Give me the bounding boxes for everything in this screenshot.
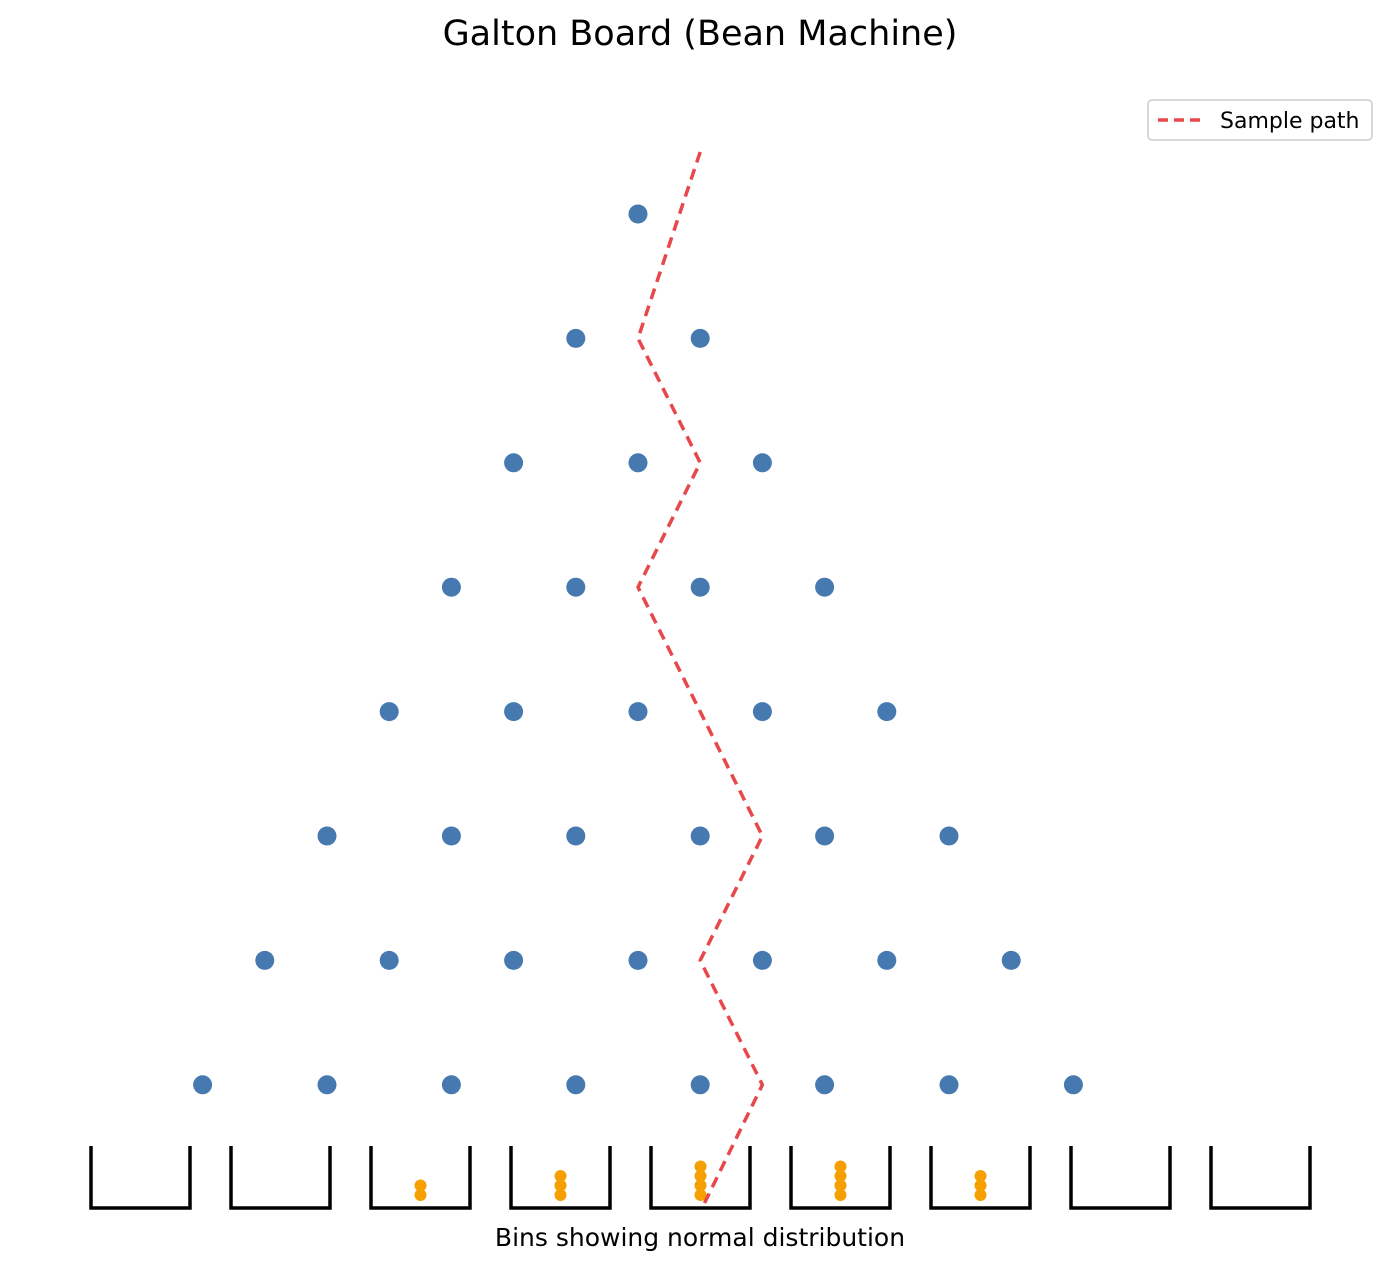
- sample-path-line: [636, 151, 765, 1204]
- legend: Sample path: [1147, 99, 1373, 141]
- bin: [649, 1146, 752, 1210]
- peg: [566, 1075, 586, 1095]
- bin: [1209, 1146, 1312, 1210]
- bead: [834, 1160, 847, 1173]
- peg: [690, 826, 710, 846]
- legend-frame: [1147, 99, 1373, 141]
- bins-caption: Bins showing normal distribution: [495, 1223, 905, 1252]
- bead: [974, 1189, 987, 1201]
- peg: [566, 328, 586, 348]
- peg: [877, 702, 897, 722]
- peg-grid: [193, 204, 1083, 1095]
- peg: [566, 577, 586, 597]
- bin: [369, 1146, 472, 1210]
- bead: [974, 1179, 987, 1192]
- sample-path-group: [636, 151, 765, 1204]
- bead: [414, 1179, 427, 1192]
- bead: [694, 1179, 707, 1192]
- bead: [554, 1170, 567, 1182]
- bead: [554, 1189, 567, 1201]
- bead: [414, 1189, 427, 1201]
- peg: [690, 328, 710, 348]
- peg: [690, 1075, 710, 1095]
- bead: [974, 1170, 987, 1182]
- peg: [441, 826, 461, 846]
- peg: [379, 702, 399, 722]
- peg: [317, 826, 337, 846]
- peg: [566, 826, 586, 846]
- legend-label: Sample path: [1220, 109, 1360, 134]
- peg: [690, 577, 710, 597]
- peg: [1001, 950, 1021, 970]
- peg: [504, 950, 524, 970]
- bead: [834, 1179, 847, 1192]
- peg: [441, 577, 461, 597]
- peg: [193, 1075, 213, 1095]
- bin: [229, 1146, 332, 1210]
- figure-title: Galton Board (Bean Machine): [443, 14, 958, 54]
- bin: [929, 1146, 1032, 1210]
- peg: [939, 826, 959, 846]
- bead: [694, 1170, 707, 1182]
- peg: [1063, 1075, 1083, 1095]
- bead: [834, 1189, 847, 1201]
- bead: [694, 1160, 707, 1173]
- peg: [815, 1075, 835, 1095]
- peg: [752, 453, 772, 473]
- bead: [834, 1170, 847, 1182]
- peg: [504, 702, 524, 722]
- peg: [815, 826, 835, 846]
- peg: [317, 1075, 337, 1095]
- peg: [752, 950, 772, 970]
- bin: [1069, 1146, 1172, 1210]
- peg: [877, 950, 897, 970]
- bead: [694, 1189, 707, 1201]
- peg: [628, 950, 648, 970]
- bin: [89, 1146, 192, 1210]
- bin: [509, 1146, 612, 1210]
- beads-group: [414, 1160, 987, 1201]
- peg: [628, 204, 648, 224]
- peg: [504, 453, 524, 473]
- bins-group: [89, 1146, 1312, 1210]
- peg: [939, 1075, 959, 1095]
- peg: [628, 453, 648, 473]
- bead: [554, 1179, 567, 1192]
- bin: [789, 1146, 892, 1210]
- peg: [379, 950, 399, 970]
- peg: [441, 1075, 461, 1095]
- peg: [815, 577, 835, 597]
- peg: [628, 702, 648, 722]
- peg: [255, 950, 275, 970]
- peg: [752, 702, 772, 722]
